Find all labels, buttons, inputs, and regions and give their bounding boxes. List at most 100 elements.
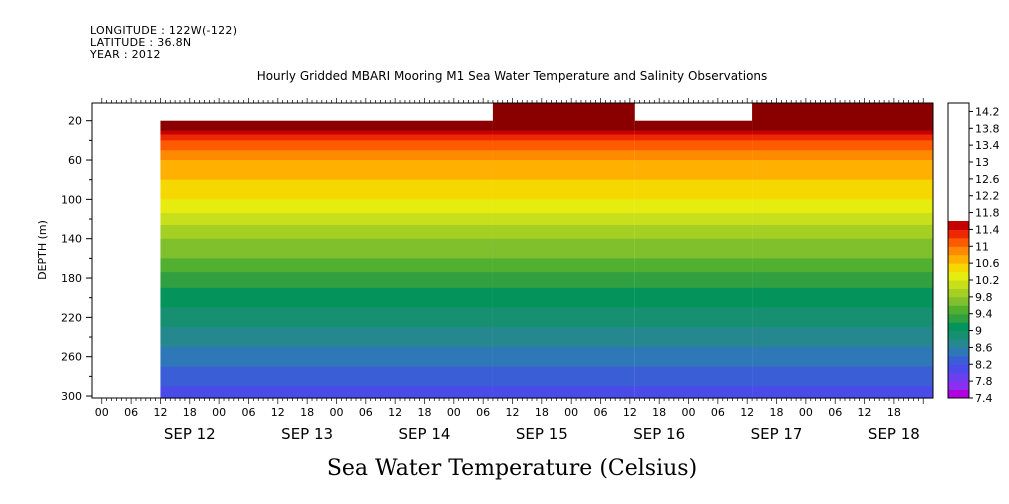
colorbar-swatch bbox=[948, 372, 969, 382]
temperature-band bbox=[492, 344, 635, 348]
colorbar-frame bbox=[947, 102, 970, 399]
temperature-band bbox=[634, 189, 753, 193]
temperature-band bbox=[634, 207, 753, 210]
temperature-band bbox=[492, 128, 635, 132]
temperature-band bbox=[752, 342, 933, 346]
temperature-band bbox=[634, 120, 753, 124]
temperature-band bbox=[752, 327, 933, 330]
temperature-band bbox=[160, 120, 493, 124]
temperature-band bbox=[492, 390, 635, 393]
temperature-band bbox=[492, 388, 635, 391]
temperature-band bbox=[752, 346, 933, 350]
x-hour-label: 00 bbox=[682, 406, 696, 419]
temperature-band bbox=[752, 160, 933, 163]
temperature-band bbox=[634, 378, 753, 381]
temperature-band bbox=[492, 108, 635, 112]
temperature-band bbox=[492, 382, 635, 385]
temperature-band bbox=[634, 215, 753, 218]
temperature-band bbox=[634, 128, 753, 132]
temperature-band bbox=[160, 317, 493, 320]
temperature-band bbox=[492, 335, 635, 338]
temperature-band bbox=[492, 165, 635, 169]
colorbar-swatch bbox=[948, 263, 969, 273]
x-day-label: SEP 14 bbox=[399, 425, 451, 443]
temperature-band bbox=[492, 358, 635, 362]
temperature-band bbox=[492, 222, 635, 226]
temperature-band bbox=[160, 311, 493, 315]
temperature-band bbox=[634, 372, 753, 375]
temperature-band bbox=[752, 350, 933, 354]
temperature-band bbox=[160, 142, 493, 145]
temperature-band bbox=[160, 234, 493, 238]
temperature-band bbox=[634, 362, 753, 366]
temperature-band bbox=[492, 171, 635, 175]
temperature-band bbox=[160, 254, 493, 257]
temperature-band bbox=[492, 270, 635, 273]
temperature-band bbox=[492, 268, 635, 271]
temperature-band bbox=[752, 364, 933, 368]
temperature-band bbox=[160, 213, 493, 216]
temperature-band bbox=[752, 191, 933, 195]
temperature-band bbox=[752, 140, 933, 143]
temperature-band bbox=[160, 285, 493, 289]
temperature-band bbox=[752, 258, 933, 261]
temperature-band bbox=[160, 346, 493, 350]
temperature-band bbox=[634, 258, 753, 261]
temperature-band bbox=[160, 191, 493, 195]
colorbar-label: 13.8 bbox=[975, 122, 1000, 135]
temperature-band bbox=[634, 262, 753, 265]
colorbar-label: 9.8 bbox=[975, 291, 993, 304]
temperature-band bbox=[492, 342, 635, 346]
temperature-band bbox=[492, 144, 635, 147]
temperature-band bbox=[634, 360, 753, 364]
temperature-band bbox=[752, 372, 933, 375]
temperature-band bbox=[634, 264, 753, 267]
temperature-band bbox=[634, 252, 753, 256]
temperature-band bbox=[492, 122, 635, 126]
temperature-band bbox=[752, 209, 933, 212]
temperature-band bbox=[752, 246, 933, 250]
temperature-band bbox=[634, 299, 753, 303]
temperature-band bbox=[634, 205, 753, 208]
temperature-band bbox=[492, 228, 635, 232]
temperature-band bbox=[634, 386, 753, 389]
x-hour-label: 06 bbox=[828, 406, 842, 419]
temperature-band bbox=[492, 242, 635, 246]
temperature-band bbox=[634, 195, 753, 198]
temperature-band bbox=[492, 148, 635, 151]
temperature-band bbox=[752, 268, 933, 271]
temperature-band bbox=[492, 321, 635, 324]
temperature-band bbox=[492, 285, 635, 289]
temperature-band bbox=[160, 297, 493, 301]
temperature-band bbox=[160, 150, 493, 153]
temperature-band bbox=[634, 152, 753, 155]
temperature-band bbox=[634, 289, 753, 293]
temperature-band bbox=[492, 287, 635, 291]
temperature-band bbox=[752, 396, 933, 399]
temperature-band bbox=[752, 276, 933, 279]
temperature-band bbox=[634, 254, 753, 257]
temperature-band bbox=[160, 201, 493, 204]
temperature-band bbox=[492, 209, 635, 212]
temperature-band bbox=[752, 285, 933, 289]
temperature-band bbox=[160, 315, 493, 318]
temperature-band bbox=[752, 356, 933, 360]
temperature-band bbox=[160, 356, 493, 360]
temperature-band bbox=[160, 268, 493, 271]
temperature-band bbox=[160, 219, 493, 222]
latitude-label: LATITUDE : 36.8N bbox=[90, 36, 192, 49]
temperature-band bbox=[634, 146, 753, 149]
temperature-band bbox=[160, 274, 493, 277]
temperature-band bbox=[634, 203, 753, 206]
temperature-band bbox=[160, 283, 493, 287]
temperature-band bbox=[634, 390, 753, 393]
temperature-band bbox=[752, 136, 933, 139]
temperature-band bbox=[752, 126, 933, 130]
temperature-band bbox=[634, 295, 753, 299]
temperature-band bbox=[160, 132, 493, 136]
temperature-band bbox=[492, 360, 635, 364]
x-hour-label: 18 bbox=[535, 406, 549, 419]
x-hour-label: 00 bbox=[564, 406, 578, 419]
chart-caption: Sea Water Temperature (Celsius) bbox=[327, 456, 697, 481]
temperature-band bbox=[160, 350, 493, 354]
